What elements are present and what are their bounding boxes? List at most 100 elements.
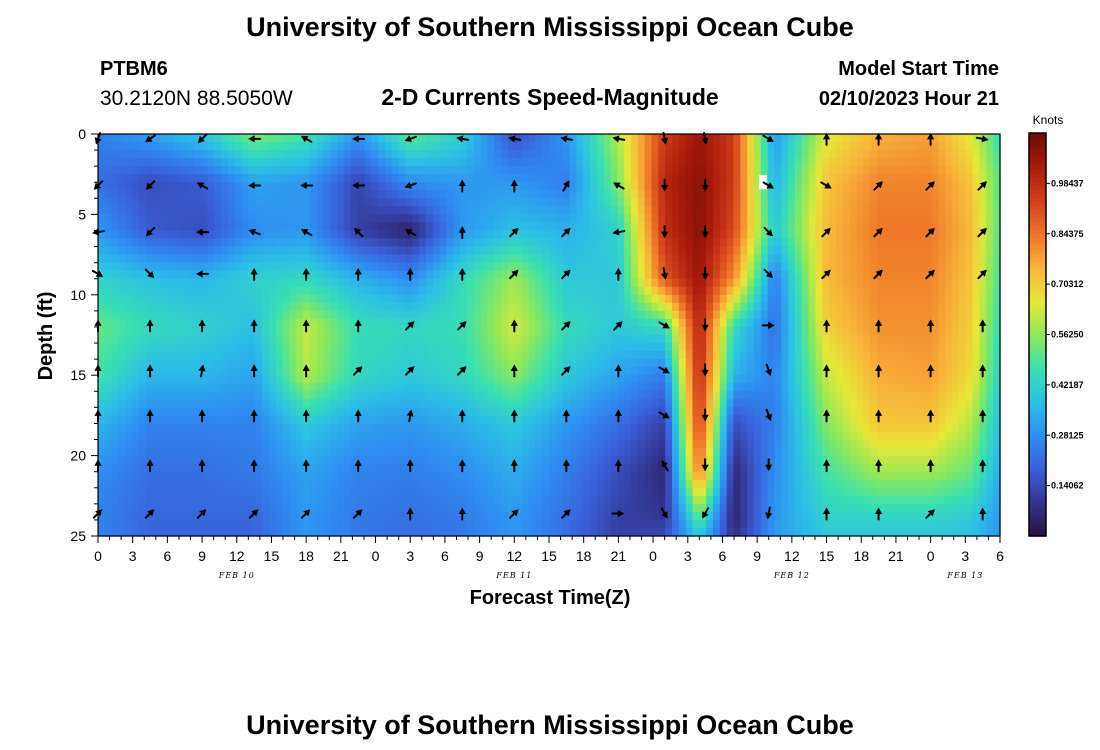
heatmap-cell xyxy=(877,198,885,207)
heatmap-cell xyxy=(555,367,564,376)
heatmap-cell xyxy=(760,166,769,175)
heatmap-cell xyxy=(398,294,407,304)
heatmap-cell xyxy=(624,294,632,304)
heatmap-cell xyxy=(186,262,195,272)
heatmap-cell xyxy=(719,190,728,199)
heatmap-cell xyxy=(890,254,899,264)
heatmap-cell xyxy=(986,222,994,232)
heatmap-cell xyxy=(822,150,830,159)
heatmap-cell xyxy=(870,214,878,224)
heatmap-cell xyxy=(637,262,646,272)
heatmap-cell xyxy=(275,351,284,360)
heatmap-cell xyxy=(740,318,748,328)
heatmap-cell xyxy=(726,423,735,433)
heatmap-cell xyxy=(528,134,536,143)
heatmap-cell xyxy=(986,166,994,175)
heatmap-cell xyxy=(207,158,215,167)
heatmap-cell xyxy=(316,335,325,344)
heatmap-cell xyxy=(883,423,892,433)
heatmap-cell xyxy=(918,150,926,159)
heatmap-cell xyxy=(330,375,338,384)
heatmap-cell xyxy=(460,214,468,224)
heatmap-cell xyxy=(535,134,543,143)
heatmap-cell xyxy=(870,343,878,352)
heatmap-cell xyxy=(842,335,851,344)
heatmap-cell xyxy=(719,367,728,376)
heatmap-cell xyxy=(904,375,912,384)
heatmap-cell xyxy=(555,134,564,143)
heatmap-cell xyxy=(699,359,707,368)
heatmap-cell xyxy=(426,254,434,264)
heatmap-cell xyxy=(965,359,974,368)
heatmap-cell xyxy=(952,286,960,296)
heatmap-cell xyxy=(262,367,270,376)
heatmap-cell xyxy=(822,391,830,400)
heatmap-cell xyxy=(726,318,735,328)
heatmap-cell xyxy=(596,214,605,224)
heatmap-cell xyxy=(685,222,694,232)
heatmap-cell xyxy=(378,142,386,151)
heatmap-cell xyxy=(487,391,495,400)
heatmap-cell xyxy=(610,246,618,256)
heatmap-cell xyxy=(173,254,181,264)
heatmap-cell xyxy=(815,182,823,191)
heatmap-cell xyxy=(747,238,755,248)
heatmap-cell xyxy=(863,198,871,207)
heatmap-cell xyxy=(617,383,625,392)
heatmap-cell xyxy=(152,158,161,167)
heatmap-cell xyxy=(754,278,762,288)
heatmap-cell xyxy=(883,262,892,272)
heatmap-cell xyxy=(993,182,1001,191)
heatmap-cell xyxy=(856,198,864,207)
heatmap-cell xyxy=(248,206,256,215)
heatmap-cell xyxy=(713,166,721,175)
heatmap-cell xyxy=(275,262,284,272)
heatmap-cell xyxy=(234,262,243,272)
heatmap-cell xyxy=(788,391,796,400)
heatmap-cell xyxy=(234,310,243,320)
heatmap-cell xyxy=(200,206,208,215)
heatmap-cell xyxy=(603,318,612,328)
heatmap-cell xyxy=(132,335,140,344)
heatmap-cell xyxy=(467,238,475,248)
heatmap-cell xyxy=(719,246,728,256)
heatmap-cell xyxy=(651,415,659,425)
heatmap-cell xyxy=(296,431,304,441)
heatmap-cell xyxy=(460,278,468,288)
heatmap-cell xyxy=(576,150,584,159)
heatmap-cell xyxy=(842,262,851,272)
heatmap-cell xyxy=(945,302,953,312)
heatmap-cell xyxy=(938,423,946,433)
heatmap-cell xyxy=(726,222,735,232)
heatmap-cell xyxy=(890,158,899,167)
heatmap-cell xyxy=(583,318,591,328)
heatmap-cell xyxy=(665,351,673,360)
heatmap-cell xyxy=(665,318,673,328)
heatmap-cell xyxy=(918,359,926,368)
heatmap-cell xyxy=(234,174,243,183)
heatmap-cell xyxy=(132,294,140,304)
heatmap-cell xyxy=(924,238,933,248)
heatmap-cell xyxy=(590,254,598,264)
heatmap-cell xyxy=(494,174,502,183)
heatmap-cell xyxy=(569,246,577,256)
heatmap-cell xyxy=(603,286,612,296)
heatmap-cell xyxy=(596,278,605,288)
heatmap-cell xyxy=(282,407,290,416)
heatmap-cell xyxy=(248,158,256,167)
heatmap-cell xyxy=(549,343,557,352)
heatmap-cell xyxy=(98,335,106,344)
heatmap-cell xyxy=(145,423,154,433)
heatmap-cell xyxy=(480,142,489,151)
heatmap-cell xyxy=(200,198,208,207)
heatmap-cell xyxy=(972,198,981,207)
heatmap-cell xyxy=(651,190,659,199)
heatmap-cell xyxy=(856,383,864,392)
heatmap-cell xyxy=(104,142,113,151)
heatmap-cell xyxy=(549,246,557,256)
heatmap-cell xyxy=(255,423,263,433)
heatmap-cell xyxy=(350,310,359,320)
heatmap-cell xyxy=(166,302,174,312)
heatmap-cell xyxy=(945,238,953,248)
heatmap-cell xyxy=(364,182,372,191)
